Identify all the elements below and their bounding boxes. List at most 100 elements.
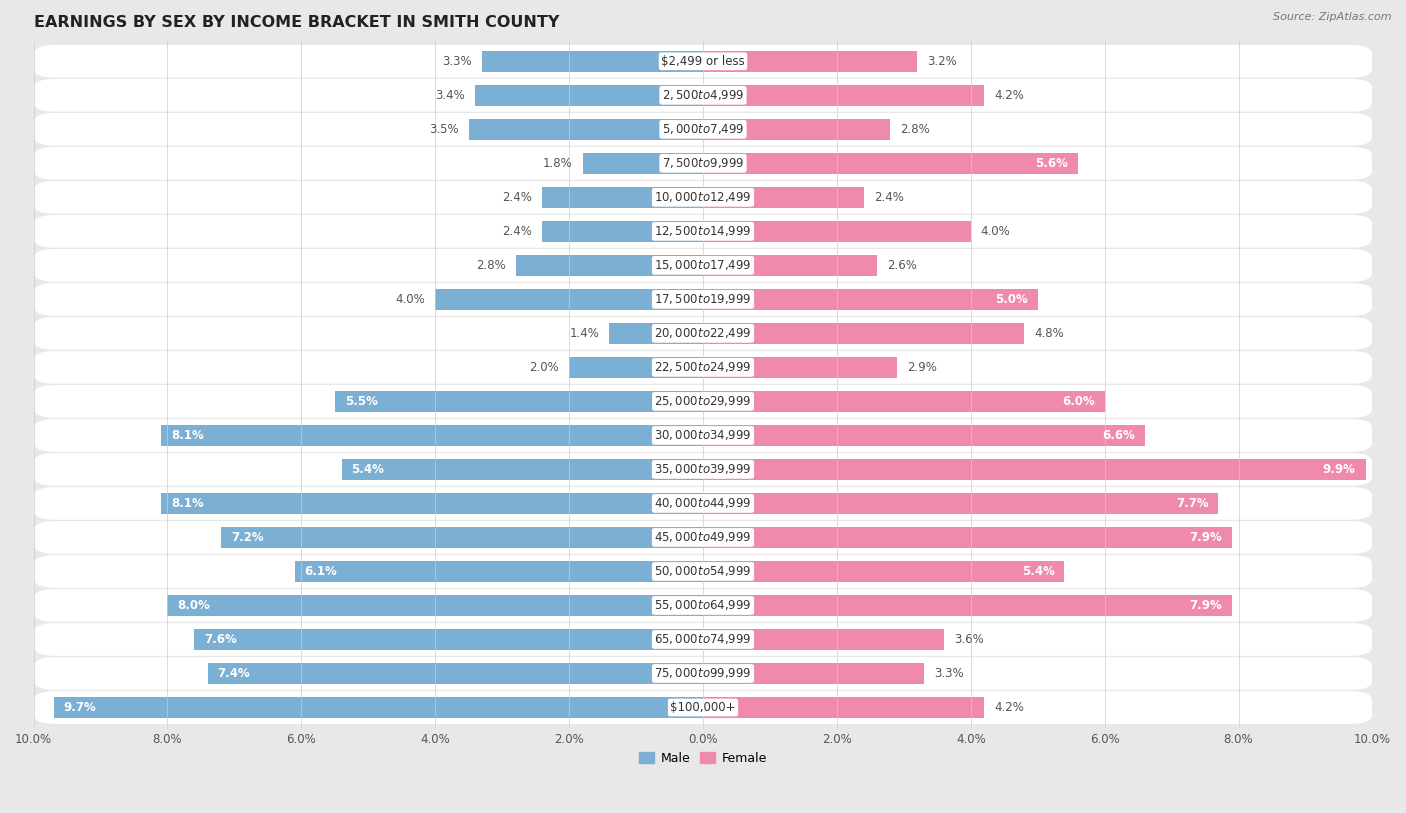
Text: $2,500 to $4,999: $2,500 to $4,999 — [662, 89, 744, 102]
FancyBboxPatch shape — [34, 419, 1372, 452]
Text: 2.9%: 2.9% — [907, 361, 936, 374]
FancyBboxPatch shape — [34, 589, 1372, 622]
Bar — [335, 391, 703, 412]
Bar — [160, 425, 703, 446]
Bar — [342, 459, 703, 480]
Bar — [295, 561, 703, 582]
Text: 7.2%: 7.2% — [231, 531, 264, 544]
Text: $75,000 to $99,999: $75,000 to $99,999 — [654, 667, 752, 680]
Text: 6.0%: 6.0% — [1062, 395, 1095, 408]
Bar — [194, 629, 703, 650]
Bar — [609, 323, 703, 344]
Text: 2.0%: 2.0% — [529, 361, 560, 374]
Text: 7.9%: 7.9% — [1189, 599, 1222, 612]
Bar — [167, 595, 703, 616]
Text: $65,000 to $74,999: $65,000 to $74,999 — [654, 633, 752, 646]
Text: 3.6%: 3.6% — [955, 633, 984, 646]
FancyBboxPatch shape — [34, 555, 1372, 588]
Text: 5.4%: 5.4% — [352, 463, 384, 476]
Text: $5,000 to $7,499: $5,000 to $7,499 — [662, 122, 744, 137]
FancyBboxPatch shape — [34, 317, 1372, 350]
Bar — [703, 527, 1232, 548]
Text: $30,000 to $34,999: $30,000 to $34,999 — [654, 428, 752, 442]
Text: $20,000 to $22,499: $20,000 to $22,499 — [654, 326, 752, 341]
Bar — [516, 254, 703, 276]
Bar — [703, 357, 897, 378]
Text: $45,000 to $49,999: $45,000 to $49,999 — [654, 530, 752, 545]
FancyBboxPatch shape — [34, 215, 1372, 248]
Legend: Male, Female: Male, Female — [634, 747, 772, 770]
Text: 8.1%: 8.1% — [170, 429, 204, 442]
Text: 5.4%: 5.4% — [1022, 565, 1054, 578]
Text: 3.5%: 3.5% — [429, 123, 458, 136]
Text: $22,500 to $24,999: $22,500 to $24,999 — [654, 360, 752, 375]
FancyBboxPatch shape — [34, 249, 1372, 281]
Bar — [703, 561, 1064, 582]
Bar — [703, 153, 1078, 174]
FancyBboxPatch shape — [34, 181, 1372, 214]
Text: 2.4%: 2.4% — [873, 191, 904, 204]
Bar — [582, 153, 703, 174]
Text: 6.6%: 6.6% — [1102, 429, 1135, 442]
Text: 3.3%: 3.3% — [934, 667, 963, 680]
Bar — [703, 254, 877, 276]
Bar — [703, 629, 943, 650]
Text: Source: ZipAtlas.com: Source: ZipAtlas.com — [1274, 12, 1392, 22]
Text: 8.0%: 8.0% — [177, 599, 211, 612]
Bar — [703, 697, 984, 718]
Text: $17,500 to $19,999: $17,500 to $19,999 — [654, 293, 752, 307]
Text: 4.2%: 4.2% — [994, 701, 1024, 714]
FancyBboxPatch shape — [34, 521, 1372, 554]
Text: $10,000 to $12,499: $10,000 to $12,499 — [654, 190, 752, 204]
FancyBboxPatch shape — [34, 147, 1372, 180]
Text: 9.9%: 9.9% — [1323, 463, 1355, 476]
FancyBboxPatch shape — [34, 385, 1372, 418]
Bar — [543, 187, 703, 208]
Bar — [208, 663, 703, 684]
Text: 7.4%: 7.4% — [218, 667, 250, 680]
Text: 6.1%: 6.1% — [305, 565, 337, 578]
FancyBboxPatch shape — [34, 453, 1372, 485]
Text: 4.0%: 4.0% — [981, 225, 1011, 238]
Text: 3.4%: 3.4% — [436, 89, 465, 102]
Text: 5.5%: 5.5% — [344, 395, 378, 408]
Bar — [703, 425, 1144, 446]
Bar — [569, 357, 703, 378]
Text: EARNINGS BY SEX BY INCOME BRACKET IN SMITH COUNTY: EARNINGS BY SEX BY INCOME BRACKET IN SMI… — [34, 15, 560, 30]
Text: 7.6%: 7.6% — [204, 633, 238, 646]
Bar — [475, 85, 703, 106]
Text: 3.3%: 3.3% — [443, 54, 472, 67]
FancyBboxPatch shape — [34, 351, 1372, 384]
Bar — [482, 50, 703, 72]
FancyBboxPatch shape — [34, 657, 1372, 689]
FancyBboxPatch shape — [34, 487, 1372, 520]
Text: 2.4%: 2.4% — [502, 191, 533, 204]
Text: 2.8%: 2.8% — [900, 123, 931, 136]
Bar — [543, 221, 703, 242]
Text: $55,000 to $64,999: $55,000 to $64,999 — [654, 598, 752, 612]
FancyBboxPatch shape — [34, 113, 1372, 146]
Text: 5.6%: 5.6% — [1035, 157, 1067, 170]
Text: $7,500 to $9,999: $7,500 to $9,999 — [662, 156, 744, 171]
Bar — [221, 527, 703, 548]
Text: 1.8%: 1.8% — [543, 157, 572, 170]
Text: $12,500 to $14,999: $12,500 to $14,999 — [654, 224, 752, 238]
Bar — [703, 595, 1232, 616]
Bar — [160, 493, 703, 514]
Bar — [53, 697, 703, 718]
Bar — [468, 119, 703, 140]
Text: 3.2%: 3.2% — [928, 54, 957, 67]
Bar — [703, 85, 984, 106]
Bar — [703, 663, 924, 684]
Text: 4.8%: 4.8% — [1035, 327, 1064, 340]
FancyBboxPatch shape — [34, 623, 1372, 656]
Text: 4.0%: 4.0% — [395, 293, 425, 306]
FancyBboxPatch shape — [34, 691, 1372, 724]
Text: 2.8%: 2.8% — [475, 259, 506, 272]
Bar — [436, 289, 703, 310]
Text: 9.7%: 9.7% — [63, 701, 97, 714]
Bar — [703, 493, 1219, 514]
Bar — [703, 323, 1025, 344]
Bar — [703, 459, 1365, 480]
Text: 7.7%: 7.7% — [1175, 497, 1208, 510]
